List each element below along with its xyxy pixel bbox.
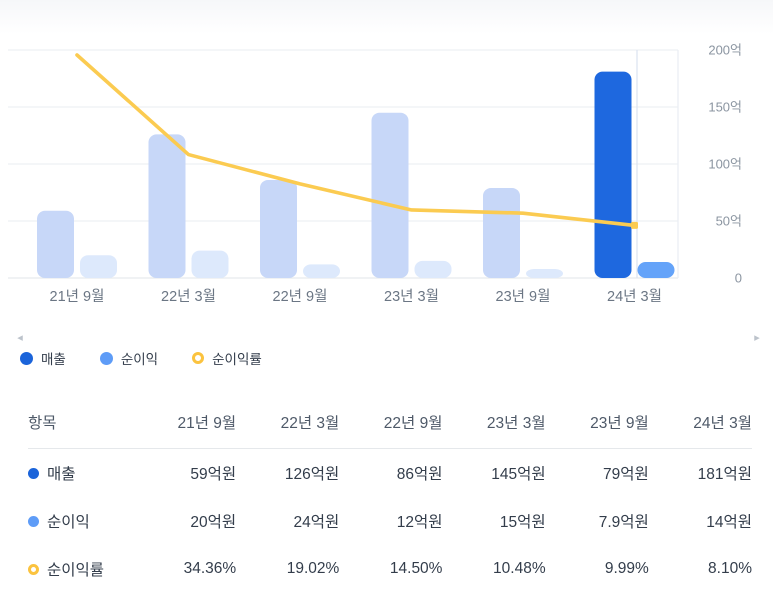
x-axis-label: 22년 3월 [161,288,216,305]
table-value-cell: 19.02% [286,560,340,577]
table-value-cell: 9.99% [604,560,649,577]
legend-label: 매출 [41,352,66,367]
row-label: 매출 [47,466,76,483]
chart-legend: 매출 순이익 순이익률 [20,348,262,368]
table-value-cell: 8.10% [708,560,752,577]
y-axis-tick: 50억 [716,214,742,229]
legend-dot-icon [20,351,33,365]
table-value-cell: 14.50% [389,560,443,577]
net-profit-bar[interactable] [414,260,452,278]
row-dot-icon [28,467,39,479]
legend-item-매출[interactable]: 매출 [20,348,66,368]
table-value-cell: 20억원 [190,514,237,531]
table-value-cell: 24억원 [293,514,340,531]
financials-chart: 200억 150억 100억 50억 0 21년 9월 22년 3월 22년 9월 23년 3월… [8,43,742,305]
net-profit-margin-line [75,53,637,228]
net-profit-bar[interactable] [303,264,340,278]
table-value-cell: 14억원 [706,514,752,531]
x-axis-label: 23년 3월 [384,288,439,305]
x-axis-label: 21년 9월 [50,288,105,305]
net-profit-bar[interactable] [80,255,117,278]
x-axis-label: 23년 9월 [496,288,551,305]
table-row-매출: 매출 59억원 126억원 86억원 145억원 79억원 181억원 [28,449,752,498]
legend-ring-icon [192,352,205,364]
table-row-순이익: 순이익 20억원 24억원 12억원 15억원 7.9억원 14억원 [28,497,752,545]
x-axis-label: 22년 9월 [273,288,328,305]
y-axis-tick: 0 [735,271,742,286]
table-value-cell: 10.48% [493,560,546,577]
table-row-순이익률: 순이익률 34.36% 19.02% 14.50% 10.48% 9.99% 8.10% [28,545,752,593]
table-value-cell: 145억원 [491,466,546,483]
row-dot-icon [28,515,39,527]
y-axis-tick: 100억 [708,157,742,172]
row-label: 순이익 [47,514,90,531]
table-header-cell: 항목 [28,396,133,449]
scroll-right-button[interactable]: ▸ [749,330,765,346]
table-value-cell: 181억원 [697,466,752,483]
table-header-cell: 24년 3월 [648,396,752,449]
net-profit-bar[interactable] [191,250,229,278]
legend-label: 순이익 [120,352,159,367]
table-header-row: 항목 21년 9월 22년 3월 22년 9월 23년 3월 23년 9월 24년 3월 [28,396,752,449]
revenue-bar[interactable] [260,179,297,278]
revenue-bar[interactable] [594,71,632,278]
chevron-right-icon: ▸ [754,332,760,344]
top-scroll-shadow [0,0,773,34]
table-value-cell: 86억원 [396,466,443,483]
legend-dot-icon [99,351,113,365]
table-value-cell: 7.9억원 [598,514,649,531]
y-axis-tick: 150억 [708,100,742,115]
revenue-bar[interactable] [371,112,409,278]
table-value-cell: 59억원 [190,466,237,483]
legend-item-순이익[interactable]: 순이익 [99,348,159,368]
row-label: 순이익률 [47,562,105,579]
legend-item-순이익률[interactable]: 순이익률 [192,348,262,368]
net-profit-bar[interactable] [526,268,563,278]
table-value-cell: 15억원 [499,514,546,531]
legend-label: 순이익률 [212,352,262,367]
x-axis-label: 24년 3월 [607,288,662,305]
table-value-cell: 12억원 [396,514,443,531]
table-header-cell: 23년 3월 [442,396,546,449]
row-label-cell: 순이익 [28,497,133,545]
revenue-bar[interactable] [148,134,186,278]
table-value-cell: 79억원 [603,466,649,483]
line-end-marker-icon [631,221,638,229]
row-ring-icon [28,563,39,575]
table-header-cell: 23년 9월 [545,396,649,449]
table-header-cell: 22년 3월 [236,396,340,449]
revenue-bar[interactable] [483,187,520,278]
row-label-cell: 매출 [28,449,133,498]
table-header-cell: 21년 9월 [133,396,237,449]
table-value-cell: 34.36% [183,560,237,577]
financials-table: 항목 21년 9월 22년 3월 22년 9월 23년 3월 23년 9월 24년 3월 매… [28,396,752,593]
financials-table-section: 항목 21년 9월 22년 3월 22년 9월 23년 3월 23년 9월 24년 3월 매… [28,396,752,593]
net-profit-bar[interactable] [637,262,675,278]
revenue-bar[interactable] [37,210,74,278]
scroll-left-button[interactable]: ◂ [12,330,28,346]
y-axis-tick: 200억 [708,43,742,58]
row-label-cell: 순이익률 [28,545,133,593]
table-header-cell: 22년 9월 [339,396,443,449]
table-value-cell: 126억원 [284,466,340,483]
chevron-left-icon: ◂ [17,332,23,344]
